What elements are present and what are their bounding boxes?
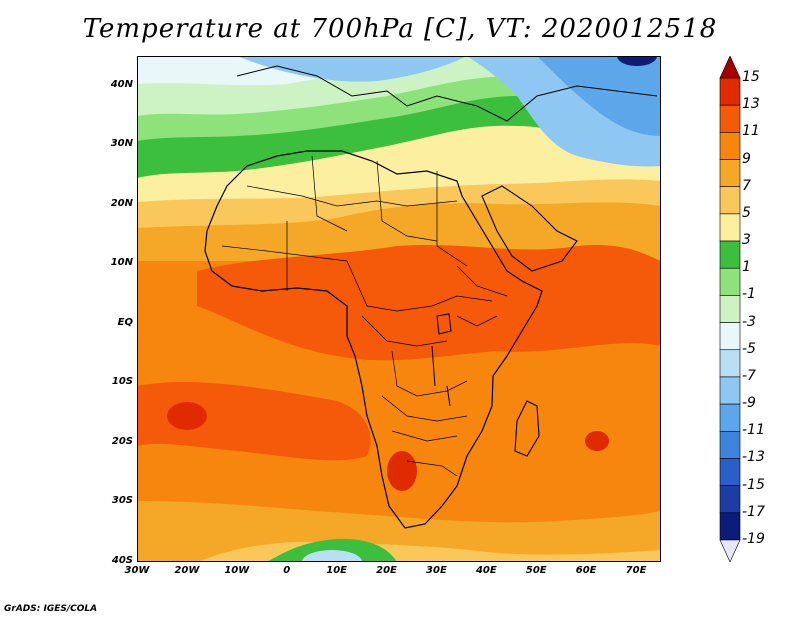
colorbar-tick-label: 13 [742, 96, 760, 113]
colorbar-swatch [719, 376, 741, 405]
colorbar-swatch [719, 77, 741, 106]
field-cold-northeast-core [537, 56, 661, 136]
colorbar-swatch [719, 539, 741, 562]
colorbar-tick-label: 7 [742, 177, 751, 194]
lat-tick-label: 30S [111, 495, 133, 507]
colorbar-tick-label: -13 [742, 449, 765, 466]
lon-tick-label: 70E [625, 565, 647, 576]
colorbar-swatch [719, 56, 741, 79]
lon-tick-label: 0 [283, 565, 291, 576]
field-warm-atlantic [137, 381, 371, 461]
colorbar-swatch [719, 213, 741, 242]
africa-coastline [204, 150, 543, 529]
colorbar-swatch [719, 240, 741, 269]
colorbar-tick-label: 5 [742, 204, 751, 221]
grads-credit: GrADS: IGES/COLA [4, 604, 98, 614]
lon-tick-label: 60E [575, 565, 597, 576]
colorbar-tick-label: -11 [742, 422, 765, 439]
field-hot-atlantic [167, 402, 207, 430]
lat-tick-label: 10S [111, 376, 133, 388]
colorbar-tick-label: -17 [742, 503, 765, 520]
colorbar-swatch [719, 458, 741, 486]
map-svg [137, 56, 661, 562]
colorbar-tick-label: -5 [742, 340, 756, 357]
lat-tick-label: 30N [110, 138, 133, 150]
lon-tick-label: 30W [124, 565, 150, 576]
colorbar-swatch [719, 295, 741, 323]
colorbar-tick-label: -19 [742, 531, 765, 547]
colorbar-swatch [719, 104, 741, 133]
colorbar-swatch [719, 267, 741, 296]
field-band-south-m5 [302, 550, 362, 562]
colorbar-swatch [719, 403, 741, 432]
lon-tick-label: 20E [376, 565, 397, 576]
colorbar-swatch [719, 430, 741, 459]
lon-tick-label: 10E [326, 565, 347, 576]
europe-coastline [236, 65, 658, 122]
field-coldest-spot [617, 56, 657, 66]
madagascar-coastline [514, 400, 540, 457]
lon-tick-label: 10W [224, 565, 250, 576]
arabia-coastline [481, 185, 578, 272]
colorbar-tick-label: -9 [742, 395, 756, 412]
lat-tick-label: 20N [110, 197, 133, 209]
lat-tick-label: 40S [111, 555, 133, 566]
field-hot-madagascar [585, 431, 609, 451]
colorbar-swatch [719, 132, 741, 160]
colorbar-tick-label: -15 [742, 476, 765, 493]
lon-tick-label: 20W [174, 565, 200, 576]
colorbar-swatch [719, 186, 741, 215]
colorbar-swatch [719, 322, 741, 351]
lat-tick-label: EQ [117, 316, 133, 328]
colorbar-swatch [719, 485, 741, 514]
colorbar-tick-label: 15 [742, 69, 760, 85]
colorbar-swatch [719, 349, 741, 378]
colorbar-tick-label: -7 [742, 367, 756, 384]
colorbar-tick-label: -1 [742, 286, 756, 303]
colorbar-tick-label: 9 [742, 150, 751, 167]
map-title: Temperature at 700hPa [C], VT: 202001251… [82, 14, 718, 44]
lat-tick-label: 40N [110, 78, 133, 90]
lat-tick-label: 10N [110, 257, 133, 269]
colorbar [719, 56, 741, 562]
colorbar-tick-label: -3 [742, 313, 756, 330]
colorbar-tick-label: 11 [742, 123, 760, 140]
field-cold-north [237, 56, 467, 82]
temperature-map [137, 56, 661, 562]
field-hot-kalahari [387, 451, 417, 491]
great-lakes [431, 313, 452, 407]
lon-tick-label: 40E [475, 565, 497, 576]
colorbar-tick-label: 3 [742, 232, 751, 249]
lat-tick-label: 20S [111, 435, 133, 447]
country-borders [221, 155, 508, 477]
lon-tick-label: 30E [426, 565, 447, 576]
field-warm-core-tropics [197, 244, 661, 361]
colorbar-tick-label: 1 [742, 259, 751, 276]
lon-tick-label: 50E [525, 565, 547, 576]
map-border [137, 56, 661, 562]
colorbar-swatch [719, 512, 741, 541]
colorbar-swatch [719, 159, 741, 188]
